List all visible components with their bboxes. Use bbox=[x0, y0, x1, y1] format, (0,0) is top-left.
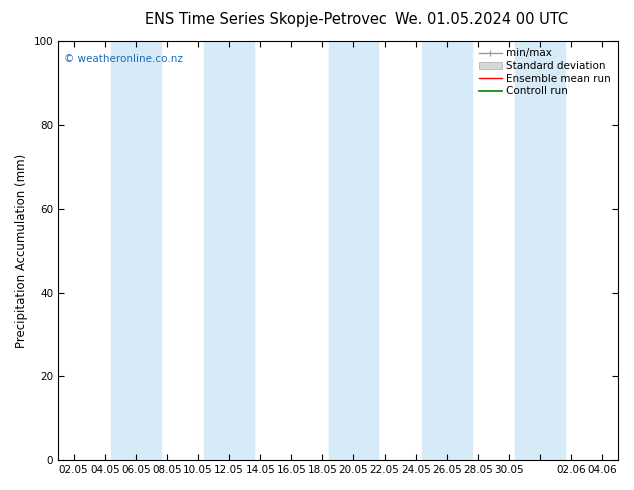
Bar bbox=[328, 41, 378, 460]
Y-axis label: Precipitation Accumulation (mm): Precipitation Accumulation (mm) bbox=[15, 153, 28, 348]
Bar bbox=[515, 41, 565, 460]
Legend: min/max, Standard deviation, Ensemble mean run, Controll run: min/max, Standard deviation, Ensemble me… bbox=[477, 46, 612, 98]
Bar bbox=[422, 41, 472, 460]
Bar bbox=[111, 41, 160, 460]
Text: ENS Time Series Skopje-Petrovec: ENS Time Series Skopje-Petrovec bbox=[145, 12, 387, 27]
Text: We. 01.05.2024 00 UTC: We. 01.05.2024 00 UTC bbox=[395, 12, 569, 27]
Bar bbox=[204, 41, 254, 460]
Text: © weatheronline.co.nz: © weatheronline.co.nz bbox=[63, 53, 183, 64]
